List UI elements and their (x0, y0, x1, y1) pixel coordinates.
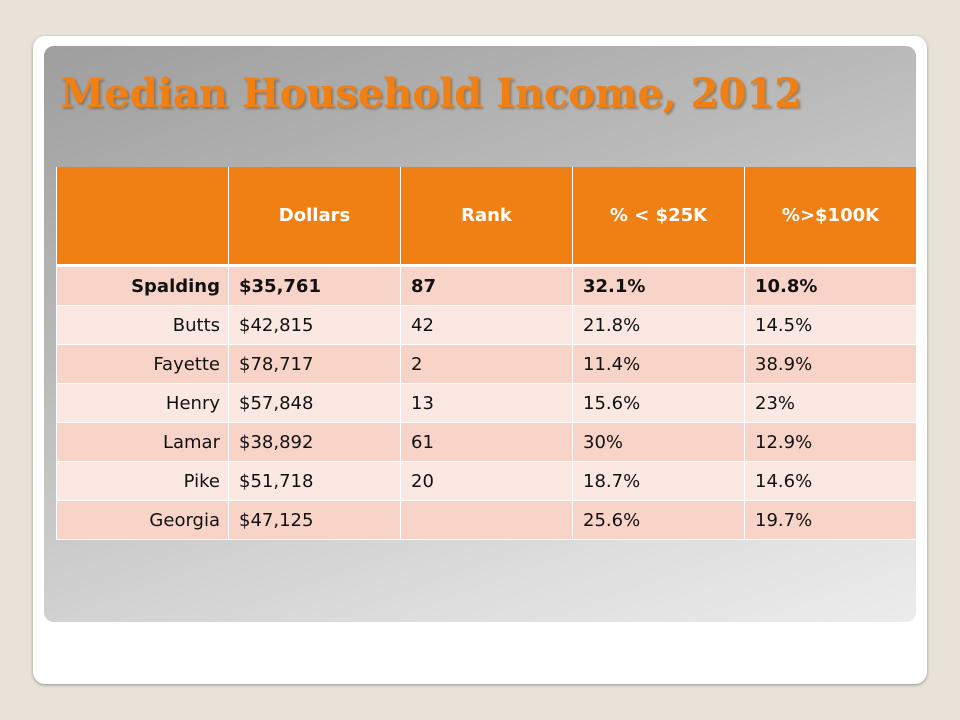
dollars-cell: $35,761 (228, 265, 401, 306)
income-table: Dollars Rank % < $25K %>$100K Spalding $… (56, 167, 917, 540)
over-100k-cell: 38.9% (744, 344, 917, 384)
table-body: Spalding $35,761 87 32.1% 10.8% Butts $4… (56, 265, 917, 540)
header-dollars: Dollars (228, 167, 401, 267)
county-cell: Georgia (56, 500, 229, 540)
table-row-georgia: Georgia $47,125 25.6% 19.7% (56, 500, 917, 540)
dollars-cell: $57,848 (228, 383, 401, 423)
dollars-cell: $38,892 (228, 422, 401, 462)
table-row-lamar: Lamar $38,892 61 30% 12.9% (56, 422, 917, 462)
rank-cell: 2 (400, 344, 573, 384)
under-25k-cell: 21.8% (572, 305, 745, 345)
table-row-pike: Pike $51,718 20 18.7% 14.6% (56, 461, 917, 501)
over-100k-cell: 10.8% (744, 265, 917, 306)
under-25k-cell: 15.6% (572, 383, 745, 423)
dollars-cell: $42,815 (228, 305, 401, 345)
table-row-butts: Butts $42,815 42 21.8% 14.5% (56, 305, 917, 345)
header-under-25k: % < $25K (572, 167, 745, 267)
over-100k-cell: 14.5% (744, 305, 917, 345)
table-row-fayette: Fayette $78,717 2 11.4% 38.9% (56, 344, 917, 384)
county-cell: Lamar (56, 422, 229, 462)
header-over-100k: %>$100K (744, 167, 917, 267)
header-rank: Rank (400, 167, 573, 267)
under-25k-cell: 30% (572, 422, 745, 462)
table-row-henry: Henry $57,848 13 15.6% 23% (56, 383, 917, 423)
dollars-cell: $78,717 (228, 344, 401, 384)
table-row-spalding: Spalding $35,761 87 32.1% 10.8% (56, 265, 917, 306)
over-100k-cell: 19.7% (744, 500, 917, 540)
table-header: Dollars Rank % < $25K %>$100K (56, 167, 917, 267)
under-25k-cell: 25.6% (572, 500, 745, 540)
county-cell: Henry (56, 383, 229, 423)
under-25k-cell: 11.4% (572, 344, 745, 384)
rank-cell: 61 (400, 422, 573, 462)
county-cell: Spalding (56, 265, 229, 306)
rank-cell: 20 (400, 461, 573, 501)
under-25k-cell: 32.1% (572, 265, 745, 306)
dollars-cell: $47,125 (228, 500, 401, 540)
county-cell: Pike (56, 461, 229, 501)
over-100k-cell: 14.6% (744, 461, 917, 501)
rank-cell: 87 (400, 265, 573, 306)
rank-cell: 13 (400, 383, 573, 423)
header-row: Dollars Rank % < $25K %>$100K (56, 167, 917, 267)
dollars-cell: $51,718 (228, 461, 401, 501)
rank-cell: 42 (400, 305, 573, 345)
over-100k-cell: 23% (744, 383, 917, 423)
rank-cell (400, 500, 573, 540)
county-cell: Butts (56, 305, 229, 345)
slide-title: Median Household Income, 2012 (60, 70, 802, 117)
county-cell: Fayette (56, 344, 229, 384)
header-blank-cell (56, 167, 229, 267)
over-100k-cell: 12.9% (744, 422, 917, 462)
under-25k-cell: 18.7% (572, 461, 745, 501)
